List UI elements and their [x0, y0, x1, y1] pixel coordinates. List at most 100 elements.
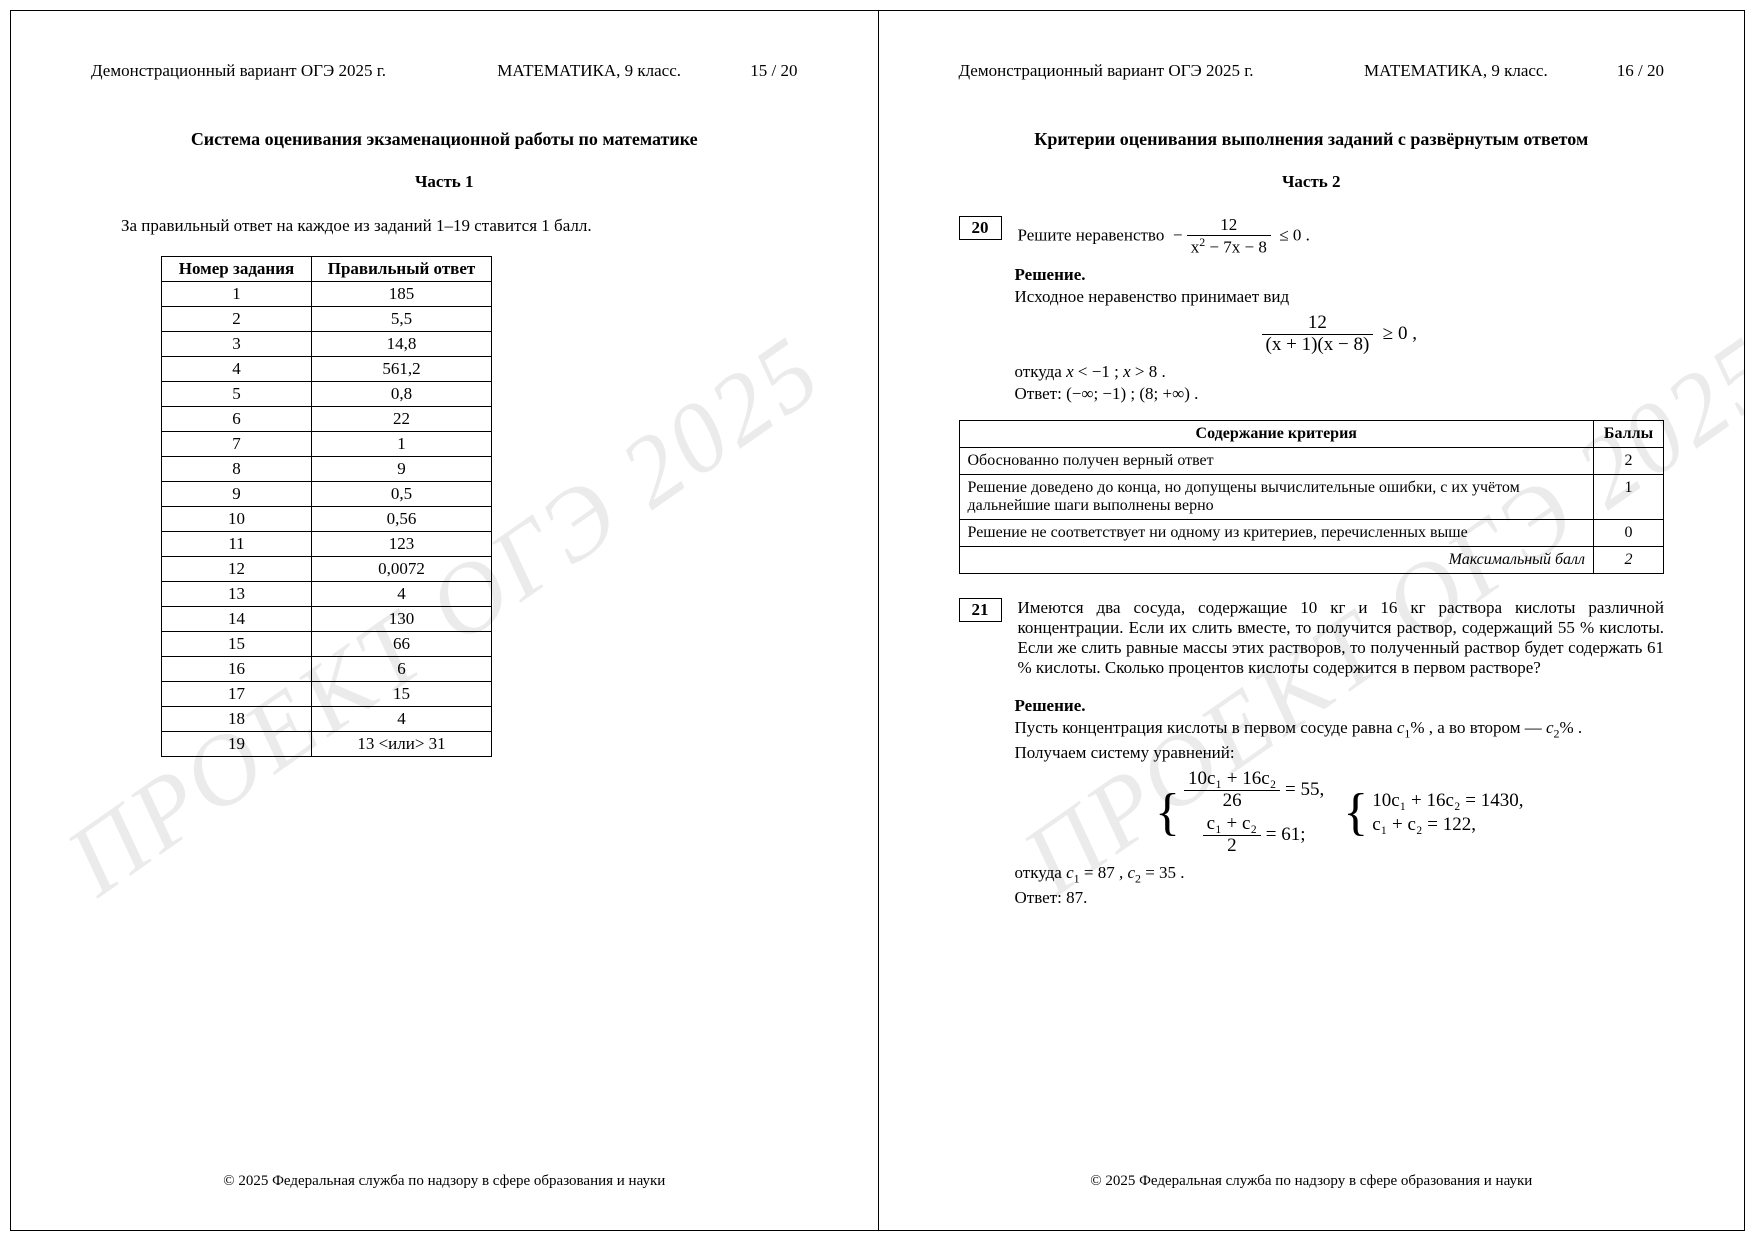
answer-cell: 5,5 [312, 307, 492, 332]
solution-answer: Ответ: (−∞; −1) ; (8; +∞) . [1015, 384, 1665, 404]
col-correct-answer: Правильный ответ [312, 257, 492, 282]
criteria-points: 0 [1594, 519, 1664, 546]
task-num-cell: 18 [162, 707, 312, 732]
task-num-cell: 8 [162, 457, 312, 482]
table-row: 1185 [162, 282, 492, 307]
table-row: 90,5 [162, 482, 492, 507]
part-title: Часть 1 [91, 172, 798, 192]
task-num-cell: 19 [162, 732, 312, 757]
page-footer: © 2025 Федеральная служба по надзору в с… [11, 1173, 878, 1190]
answer-cell: 185 [312, 282, 492, 307]
relation: ≥ 0 , [1383, 323, 1417, 344]
task-num-cell: 4 [162, 357, 312, 382]
answer-cell: 9 [312, 457, 492, 482]
col-task-number: Номер задания [162, 257, 312, 282]
criteria-row: Обоснованно получен верный ответ2 [959, 447, 1664, 474]
task-20-solution: Решение. Исходное неравенство принимает … [1015, 265, 1665, 404]
table-row: 120,0072 [162, 557, 492, 582]
table-row: 184 [162, 707, 492, 732]
task-num-cell: 2 [162, 307, 312, 332]
task-21-statement: Имеются два сосуда, содержащие 10 кг и 1… [1018, 598, 1665, 678]
lead-text: За правильный ответ на каждое из заданий… [91, 216, 798, 236]
table-row: 134 [162, 582, 492, 607]
header-subject: МАТЕМАТИКА, 9 класс. [1318, 61, 1594, 81]
task-num-cell: 16 [162, 657, 312, 682]
answer-cell: 66 [312, 632, 492, 657]
table-row: 1913 <или> 31 [162, 732, 492, 757]
page-header: Демонстрационный вариант ОГЭ 2025 г. МАТ… [959, 61, 1665, 81]
part-title: Часть 2 [959, 172, 1665, 192]
section-title: Система оценивания экзаменационной работ… [91, 129, 798, 150]
task-num-cell: 7 [162, 432, 312, 457]
criteria-max-points: 2 [1594, 546, 1664, 573]
task-num-cell: 11 [162, 532, 312, 557]
eq: = 55, [1285, 779, 1324, 800]
frac-num: 12 [1187, 216, 1271, 236]
page-16: ПРОЕКТ ОГЭ 2025 Демонстрационный вариант… [878, 11, 1745, 1230]
criteria-row: Решение не соответствует ни одному из кр… [959, 519, 1664, 546]
task-num-cell: 5 [162, 382, 312, 407]
header-subject: МАТЕМАТИКА, 9 класс. [451, 61, 728, 81]
frac-den: x2 − 7x − 8 [1187, 236, 1271, 257]
table-row: 314,8 [162, 332, 492, 357]
frac-num: 12 [1262, 313, 1374, 335]
table-row: 25,5 [162, 307, 492, 332]
task-num-cell: 1 [162, 282, 312, 307]
brace-icon: { [1155, 792, 1180, 834]
frac-den: (x + 1)(x − 8) [1262, 335, 1374, 356]
solution-line: откуда c1 = 87 , c2 = 35 . [1015, 863, 1665, 886]
task-20-statement: Решите неравенство − 12 x2 − 7x − 8 ≤ 0 … [1018, 216, 1665, 257]
solution-line: Пусть концентрация кислоты в первом сосу… [1015, 718, 1665, 741]
solution-line: Получаем систему уравнений: [1015, 743, 1665, 763]
section-title: Критерии оценивания выполнения заданий с… [959, 129, 1665, 150]
answer-cell: 1 [312, 432, 492, 457]
task-num-cell: 6 [162, 407, 312, 432]
answer-cell: 13 <или> 31 [312, 732, 492, 757]
header-page-number: 16 / 20 [1594, 61, 1664, 81]
eq: c₁ + c₂ = 122, [1372, 814, 1523, 836]
answer-cell: 0,0072 [312, 557, 492, 582]
task-20-verb: Решите неравенство [1018, 225, 1165, 244]
solution-label: Решение. [1015, 265, 1086, 284]
table-row: 11123 [162, 532, 492, 557]
criteria-table: Содержание критерия Баллы Обоснованно по… [959, 420, 1665, 574]
eq: c₁ + c₂ [1203, 814, 1261, 836]
solution-math: 12 (x + 1)(x − 8) ≥ 0 , [1015, 313, 1665, 356]
table-row: 89 [162, 457, 492, 482]
eq: 10c₁ + 16c₂ [1184, 769, 1280, 791]
page-15: ПРОЕКТ ОГЭ 2025 Демонстрационный вариант… [11, 11, 878, 1230]
criteria-text: Решение доведено до конца, но допущены в… [959, 474, 1594, 519]
task-num-cell: 3 [162, 332, 312, 357]
criteria-text: Обоснованно получен верный ответ [959, 447, 1594, 474]
answers-table: Номер задания Правильный ответ 118525,53… [161, 256, 492, 757]
criteria-max-row: Максимальный балл2 [959, 546, 1664, 573]
table-row: 71 [162, 432, 492, 457]
eq: 10c₁ + 16c₂ = 1430, [1372, 790, 1523, 812]
task-num-cell: 15 [162, 632, 312, 657]
answer-cell: 15 [312, 682, 492, 707]
table-row: 1566 [162, 632, 492, 657]
solution-line: откуда x < −1 ; x > 8 . [1015, 362, 1665, 382]
answer-cell: 4 [312, 707, 492, 732]
answer-cell: 0,56 [312, 507, 492, 532]
table-row: 14130 [162, 607, 492, 632]
task-number-box: 20 [959, 216, 1002, 240]
answer-cell: 123 [312, 532, 492, 557]
header-variant: Демонстрационный вариант ОГЭ 2025 г. [959, 61, 1318, 81]
answer-cell: 6 [312, 657, 492, 682]
task-num-cell: 17 [162, 682, 312, 707]
answer-cell: 0,8 [312, 382, 492, 407]
criteria-row: Решение доведено до конца, но допущены в… [959, 474, 1664, 519]
table-row: 100,56 [162, 507, 492, 532]
answer-cell: 4 [312, 582, 492, 607]
task-number-box: 21 [959, 598, 1002, 622]
answer-cell: 0,5 [312, 482, 492, 507]
criteria-points: 1 [1594, 474, 1664, 519]
task-num-cell: 14 [162, 607, 312, 632]
criteria-col-points: Баллы [1594, 420, 1664, 447]
task-20-fraction: 12 x2 − 7x − 8 [1187, 216, 1271, 257]
table-row: 4561,2 [162, 357, 492, 382]
criteria-text: Решение не соответствует ни одному из кр… [959, 519, 1594, 546]
task-num-cell: 12 [162, 557, 312, 582]
table-row: 1715 [162, 682, 492, 707]
